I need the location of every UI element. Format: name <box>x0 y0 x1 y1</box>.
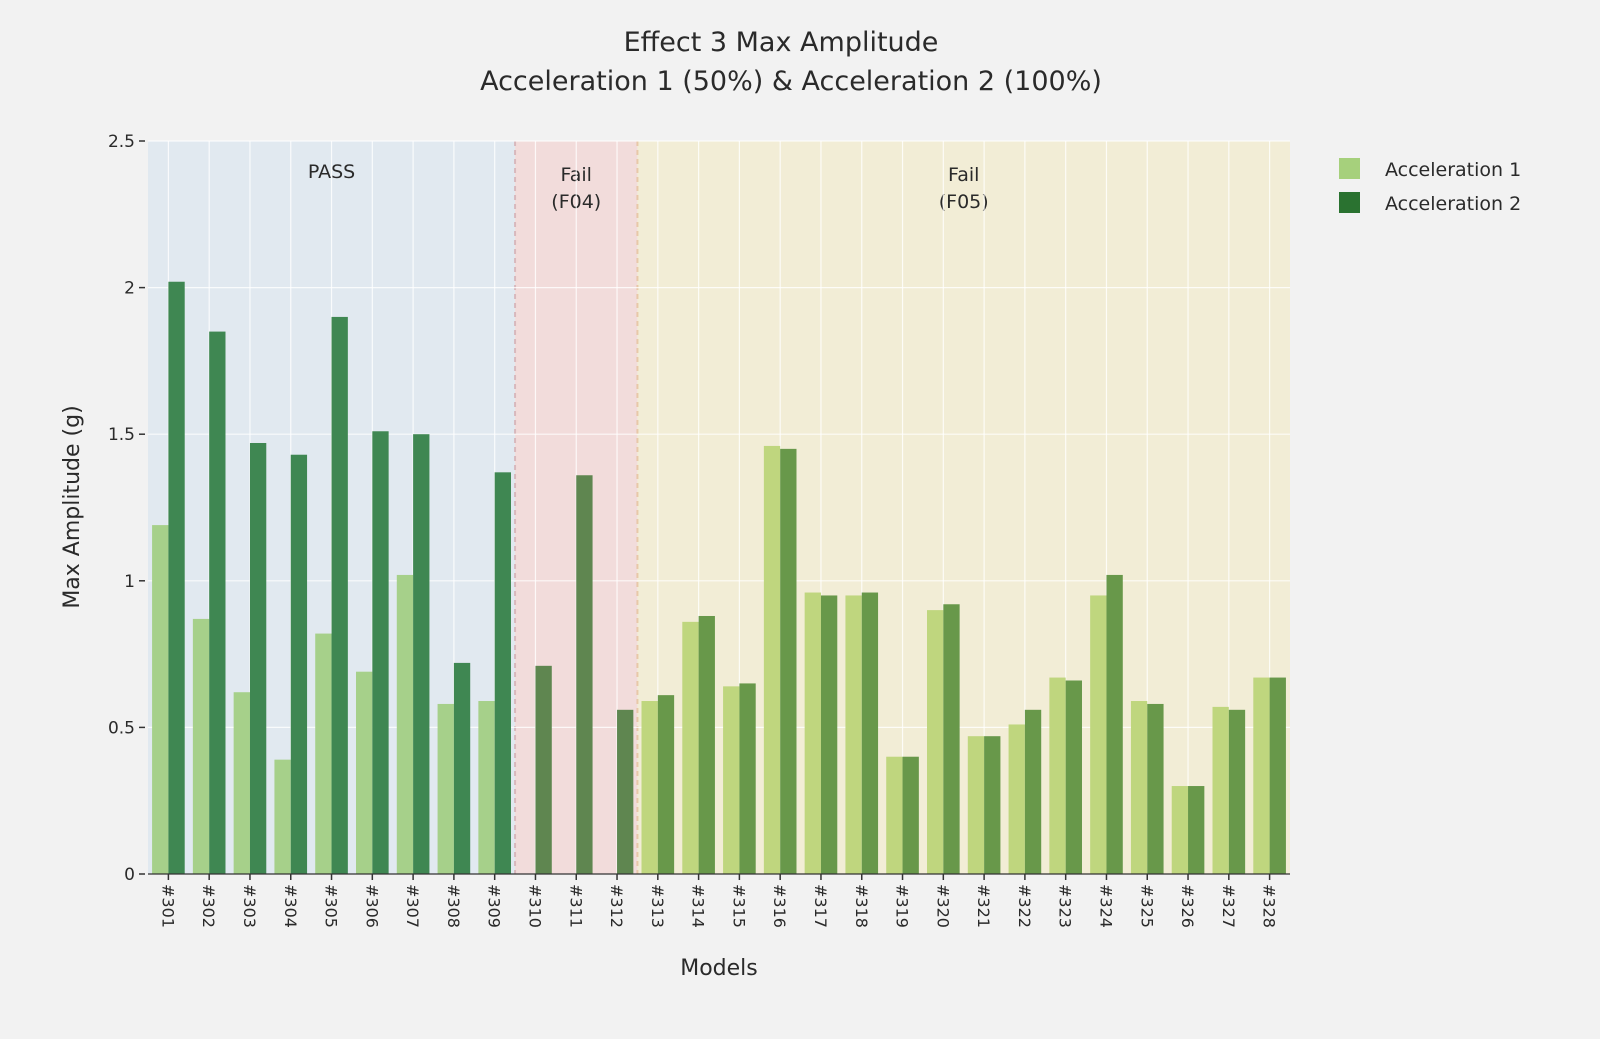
region-sublabel: (F05) <box>939 191 989 213</box>
bar-acceleration-2 <box>902 756 919 874</box>
bar-acceleration-2 <box>617 709 634 874</box>
bar-acceleration-1 <box>804 592 821 874</box>
bar-acceleration-1 <box>1253 677 1270 874</box>
bar-acceleration-1 <box>274 759 291 874</box>
bar-acceleration-1 <box>315 633 332 874</box>
x-tick-label: #311 <box>566 884 585 928</box>
x-tick-label: #312 <box>607 884 626 928</box>
x-tick-label: #319 <box>893 884 912 928</box>
x-tick-label: #324 <box>1096 884 1115 928</box>
x-tick-label: #323 <box>1056 884 1075 928</box>
bar-acceleration-2 <box>657 695 675 874</box>
chart-subtitle: Acceleration 1 (50%) & Acceleration 2 (1… <box>480 66 1102 97</box>
bar-acceleration-2 <box>494 472 511 874</box>
x-tick-label: #322 <box>1015 884 1034 928</box>
x-tick-label: #326 <box>1178 884 1197 928</box>
bar-acceleration-2 <box>861 592 879 874</box>
bar-acceleration-2 <box>331 316 348 874</box>
bar-acceleration-1 <box>356 671 373 874</box>
y-tick-label: 1.5 <box>108 425 135 445</box>
x-tick-label: #305 <box>322 884 341 928</box>
x-tick-label: #318 <box>852 884 871 928</box>
x-tick-label: #315 <box>729 884 748 928</box>
y-tick-label: 0 <box>124 865 135 885</box>
bar-acceleration-2 <box>739 683 756 874</box>
bar-acceleration-2 <box>209 331 226 875</box>
x-tick-label: #327 <box>1219 884 1238 928</box>
bar-acceleration-2 <box>290 454 308 874</box>
bar-acceleration-1 <box>152 525 169 874</box>
bar-acceleration-2 <box>1269 677 1286 874</box>
x-tick-label: #309 <box>485 884 504 928</box>
bar-acceleration-1 <box>437 703 454 874</box>
x-tick-label: #304 <box>281 884 300 928</box>
bar-acceleration-1 <box>1008 724 1025 874</box>
x-tick-label: #317 <box>811 884 830 928</box>
bar-acceleration-2 <box>1228 709 1246 874</box>
y-tick-label: 0.5 <box>108 718 135 738</box>
bar-acceleration-2 <box>576 475 593 874</box>
x-tick-label: #320 <box>933 884 952 928</box>
y-tick-label: 2 <box>124 279 135 299</box>
bar-acceleration-2 <box>249 442 267 874</box>
bar-acceleration-2 <box>168 281 185 875</box>
bar-acceleration-1 <box>967 736 985 874</box>
bar-acceleration-1 <box>1090 595 1107 874</box>
bar-acceleration-1 <box>682 621 699 874</box>
bar-acceleration-1 <box>1212 706 1229 874</box>
x-tick-label: #306 <box>362 884 381 928</box>
x-tick-label: #316 <box>770 884 789 928</box>
x-tick-label: #302 <box>199 884 218 928</box>
bar-acceleration-2 <box>413 434 430 874</box>
bar-acceleration-1 <box>723 686 740 874</box>
y-tick-label: 1 <box>124 572 135 592</box>
bar-acceleration-2 <box>1065 680 1082 874</box>
legend-swatch <box>1339 158 1360 179</box>
x-tick-label: #303 <box>240 884 259 928</box>
x-tick-label: #301 <box>158 884 177 928</box>
bar-acceleration-1 <box>927 610 944 874</box>
bar-acceleration-2 <box>1188 786 1205 874</box>
bar-acceleration-2 <box>820 595 838 874</box>
bar-acceleration-2 <box>453 662 471 874</box>
bar-acceleration-2 <box>984 736 1001 874</box>
bar-acceleration-1 <box>641 701 658 874</box>
bar-acceleration-2 <box>1024 709 1042 874</box>
x-tick-label: #328 <box>1260 884 1279 928</box>
x-tick-label: #307 <box>403 884 422 928</box>
region-label: Fail <box>948 164 979 186</box>
bar-acceleration-1 <box>1049 677 1066 874</box>
legend-swatch <box>1339 192 1360 213</box>
x-tick-label: #325 <box>1137 884 1156 928</box>
bar-acceleration-1 <box>845 595 862 874</box>
legend-label: Acceleration 2 <box>1385 193 1521 215</box>
bar-acceleration-2 <box>698 615 715 874</box>
bar-acceleration-1 <box>763 445 781 874</box>
x-tick-label: #310 <box>525 884 544 928</box>
bar-acceleration-1 <box>192 618 210 874</box>
y-tick-label: 2.5 <box>108 132 135 152</box>
bar-acceleration-1 <box>396 574 414 874</box>
bar-acceleration-2 <box>535 665 552 874</box>
legend: Acceleration 1 Acceleration 2 <box>1339 158 1521 215</box>
x-axis-title: Models <box>680 956 758 981</box>
x-tick-label: #313 <box>648 884 667 928</box>
bar-acceleration-2 <box>943 604 960 874</box>
bar-acceleration-1 <box>1130 701 1148 874</box>
chart-title: Effect 3 Max Amplitude <box>624 27 939 58</box>
x-tick-label: #314 <box>689 884 708 928</box>
bar-acceleration-2 <box>372 431 389 874</box>
y-axis-title: Max Amplitude (g) <box>60 405 85 608</box>
bar-acceleration-1 <box>1171 786 1189 874</box>
bar-acceleration-1 <box>478 701 495 874</box>
bar-acceleration-1 <box>233 692 250 874</box>
x-tick-label: #321 <box>974 884 993 928</box>
bar-acceleration-1 <box>886 756 903 874</box>
bar-acceleration-2 <box>1147 703 1164 874</box>
bar-acceleration-2 <box>1106 574 1123 874</box>
legend-label: Acceleration 1 <box>1385 159 1521 181</box>
bar-acceleration-2 <box>780 448 797 874</box>
x-tick-label: #308 <box>444 884 463 928</box>
